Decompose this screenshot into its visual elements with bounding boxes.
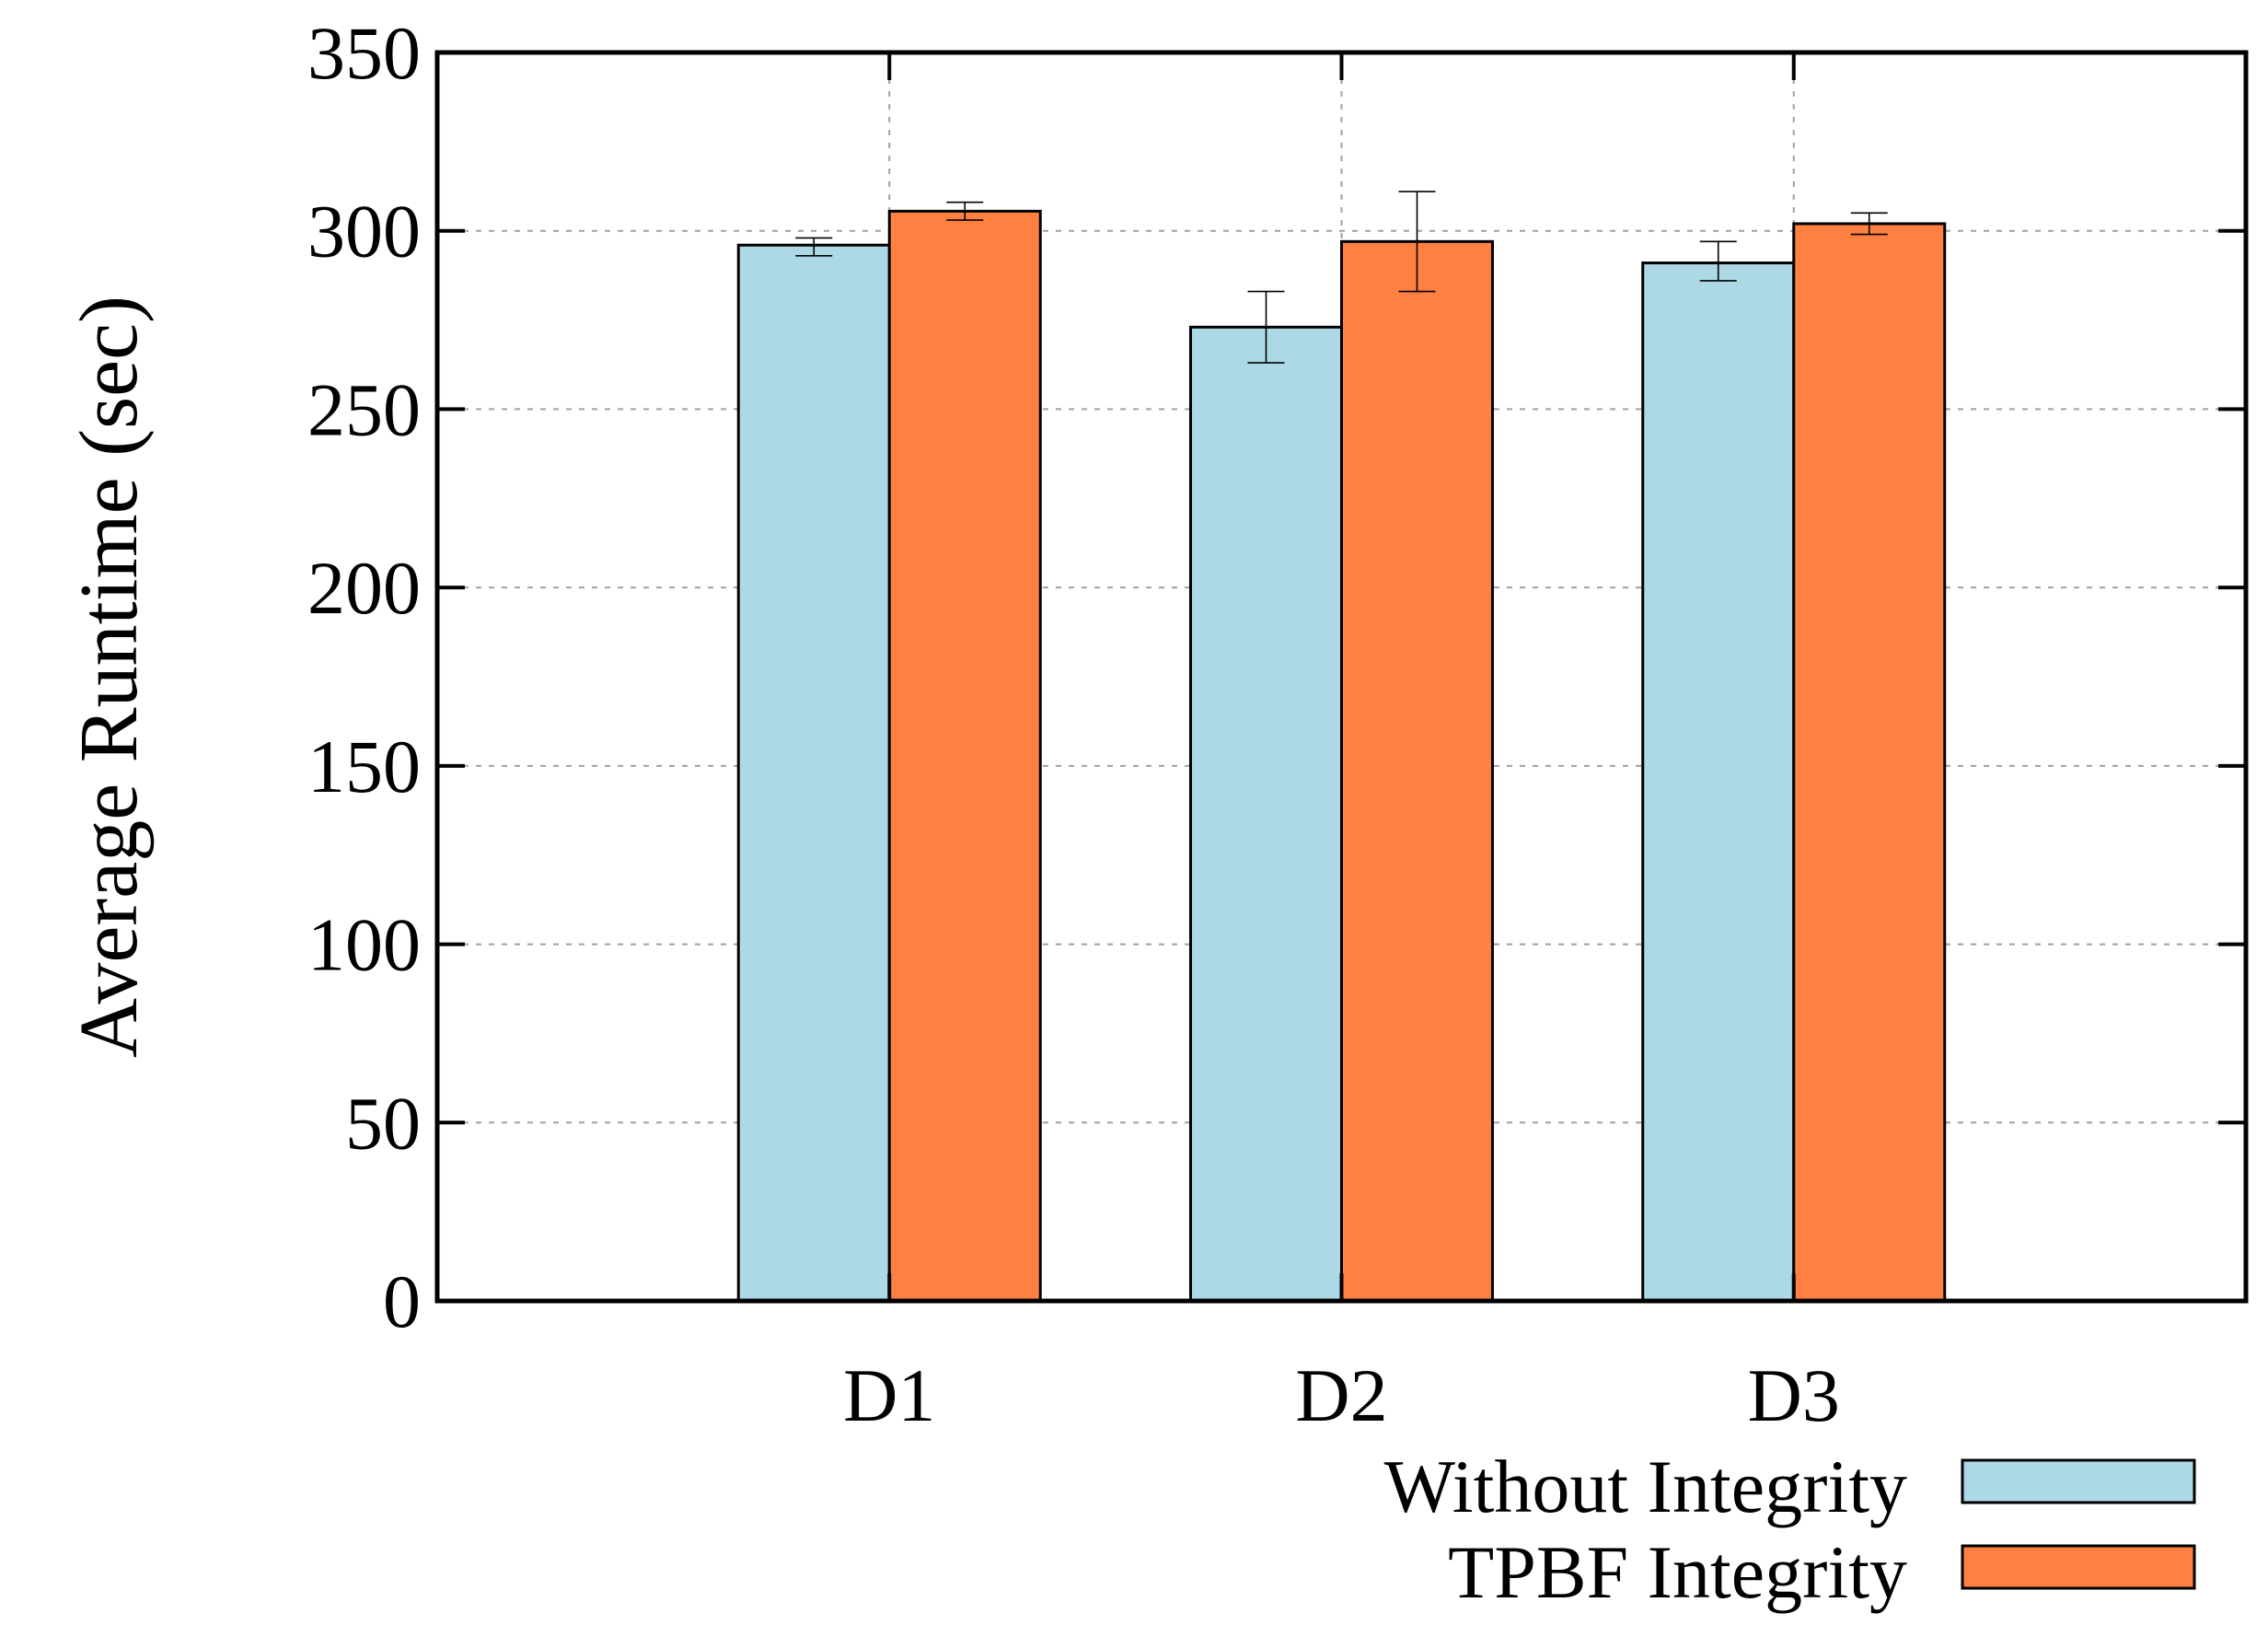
legend-label: TPBF Integrity bbox=[1448, 1530, 1907, 1614]
bars bbox=[736, 209, 1947, 1303]
y-tick-label: 200 bbox=[307, 546, 421, 630]
bar-without-integrity-D1 bbox=[736, 243, 891, 1303]
error-bar-D1 bbox=[946, 201, 984, 221]
bar-tpbf-integrity-D1 bbox=[887, 209, 1042, 1303]
error-bars bbox=[795, 191, 1888, 364]
legend-swatch bbox=[1961, 1544, 2196, 1590]
legend-item: TPBF Integrity bbox=[1448, 1530, 2196, 1614]
y-tick-label: 300 bbox=[307, 190, 421, 273]
error-bar-D2 bbox=[1398, 191, 1436, 293]
error-bar-D3 bbox=[1850, 212, 1888, 236]
y-axis-label: Average Runtime (sec) bbox=[64, 296, 155, 1058]
x-tick-label: D3 bbox=[1748, 1353, 1840, 1437]
legend-item: Without Integrity bbox=[1384, 1445, 2196, 1528]
y-tick-label: 0 bbox=[383, 1260, 421, 1343]
x-tick-label: D2 bbox=[1295, 1353, 1387, 1437]
y-tick-label: 150 bbox=[307, 725, 421, 808]
legend-swatch bbox=[1961, 1458, 2196, 1504]
legend-label: Without Integrity bbox=[1384, 1445, 1907, 1528]
bar-without-integrity-D2 bbox=[1189, 325, 1343, 1303]
y-tick-label: 100 bbox=[307, 903, 421, 987]
y-tick-label: 50 bbox=[345, 1081, 421, 1165]
bar-tpbf-integrity-D3 bbox=[1792, 222, 1947, 1303]
y-tick-label: 350 bbox=[307, 11, 421, 95]
bar-tpbf-integrity-D2 bbox=[1340, 239, 1494, 1303]
error-bar-D2 bbox=[1247, 290, 1285, 364]
x-tick-label: D1 bbox=[843, 1353, 935, 1437]
error-bar-D1 bbox=[795, 237, 833, 257]
error-bar-D3 bbox=[1699, 240, 1737, 282]
bar-without-integrity-D3 bbox=[1641, 261, 1796, 1303]
axis-ticks: 0 50 100 150 200 250 300 350 D1 D2 D3 bbox=[307, 11, 2246, 1437]
y-tick-label: 250 bbox=[307, 367, 421, 451]
